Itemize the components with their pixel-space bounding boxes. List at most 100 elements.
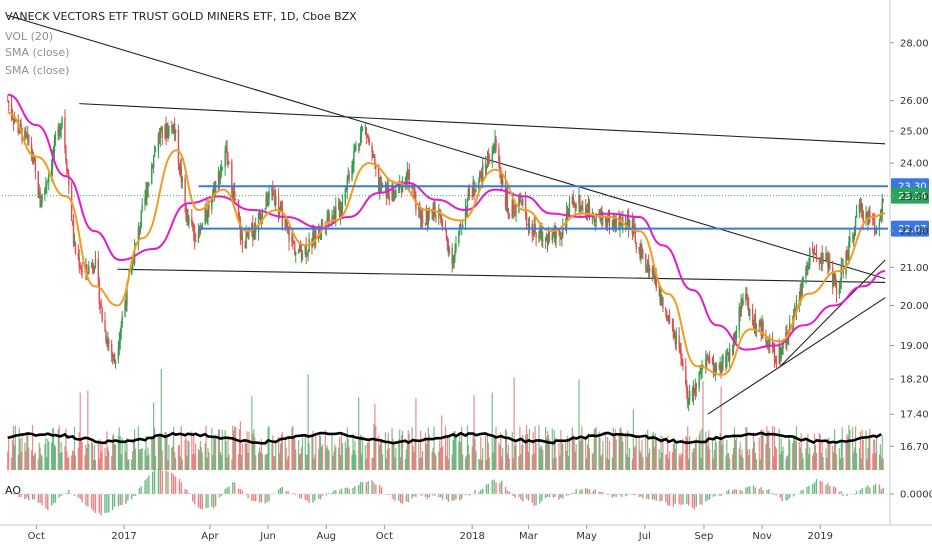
volume-bar <box>359 439 361 470</box>
candle-body <box>718 365 720 368</box>
ao-bar <box>647 494 650 500</box>
volume-bar <box>38 442 40 470</box>
candle-body <box>219 171 222 181</box>
ao-bar <box>258 494 261 503</box>
volume-bar <box>146 455 148 470</box>
volume-bar <box>66 451 68 470</box>
volume-bar <box>849 429 851 470</box>
candle-body <box>466 198 469 211</box>
volume-bar <box>774 446 777 470</box>
volume-bar <box>328 450 330 470</box>
candle-body <box>438 210 440 219</box>
ao-bar <box>699 494 701 505</box>
candle-body <box>726 353 728 367</box>
volume-bar <box>307 374 309 470</box>
volume-bar <box>219 451 222 470</box>
volume-bar <box>113 444 116 470</box>
candle-body <box>211 200 213 210</box>
volume-bar <box>79 392 81 470</box>
volume-bar <box>320 446 323 470</box>
candle-body <box>666 310 668 321</box>
volume-bar <box>800 432 802 470</box>
volume-bar <box>10 457 13 470</box>
volume-bar <box>448 435 450 470</box>
ao-bar <box>26 494 28 498</box>
candle-body <box>365 127 368 135</box>
ao-bar <box>98 494 100 514</box>
candle-body <box>595 213 597 221</box>
volume-bar <box>30 450 33 470</box>
candle-body <box>628 220 631 230</box>
volume-bar <box>164 432 166 470</box>
candle-body <box>787 336 789 344</box>
x-tick-label: Mar <box>519 531 539 542</box>
candle-body <box>805 268 807 278</box>
candle-body <box>30 143 33 155</box>
volume-bar <box>607 436 609 470</box>
volume-bar <box>627 430 629 470</box>
candle-body <box>58 127 60 136</box>
candle-body <box>827 257 829 268</box>
volume-bar <box>687 426 689 470</box>
volume-bar <box>381 454 384 470</box>
candle-body <box>144 197 146 206</box>
volume-bar <box>779 454 781 470</box>
volume-bar <box>581 426 583 470</box>
candle-body <box>393 194 395 201</box>
volume-bar <box>648 448 651 470</box>
volume-bar <box>46 457 48 470</box>
trendline <box>707 297 886 415</box>
ao-bar <box>41 494 43 506</box>
candle-body <box>822 261 824 263</box>
volume-bar <box>789 440 791 470</box>
candle-body <box>186 215 188 220</box>
ao-bar <box>54 494 57 503</box>
volume-bar <box>40 454 42 470</box>
candle-body <box>194 240 197 243</box>
volume-bar <box>521 444 523 470</box>
volume-bar <box>305 454 307 470</box>
candle-body <box>754 316 757 329</box>
ao-bar <box>432 494 434 496</box>
volume-bar <box>428 434 430 470</box>
volume-bar <box>372 457 374 470</box>
volume-bar <box>97 440 99 470</box>
volume-bar <box>822 457 824 470</box>
candle-body <box>214 182 217 194</box>
volume-bar <box>487 442 489 470</box>
candle-body <box>846 253 848 257</box>
ao-bar <box>260 494 263 503</box>
candle-body <box>317 226 320 240</box>
volume-bar <box>512 458 514 470</box>
ao-bar <box>192 494 194 502</box>
candle-body <box>579 195 581 211</box>
ao-bar <box>779 494 781 498</box>
volume-bar <box>751 448 754 470</box>
ao-bar <box>207 494 209 508</box>
volume-bar <box>488 457 490 470</box>
candle-body <box>794 307 797 313</box>
volume-bar <box>145 435 147 470</box>
level-badge-label: 22.07 <box>898 224 927 235</box>
volume-bar <box>538 425 540 470</box>
candle-body <box>292 237 294 243</box>
candle-body <box>273 195 275 196</box>
candle-body <box>51 153 54 168</box>
volume-bar <box>453 431 455 470</box>
volume-bar <box>172 446 174 470</box>
volume-bar <box>632 409 634 470</box>
volume-bar <box>241 443 243 470</box>
candle-body <box>426 210 429 225</box>
candle-body <box>138 227 141 233</box>
candle-body <box>31 154 34 161</box>
volume-bar <box>231 459 233 470</box>
volume-bar <box>134 448 137 470</box>
volume-bar <box>271 443 273 470</box>
candle-body <box>501 179 504 185</box>
volume-bar <box>631 459 634 470</box>
volume-bar <box>573 439 575 470</box>
volume-bar <box>842 457 844 470</box>
candle-body <box>300 251 303 259</box>
volume-bar <box>361 435 364 470</box>
candle-body <box>524 198 527 214</box>
